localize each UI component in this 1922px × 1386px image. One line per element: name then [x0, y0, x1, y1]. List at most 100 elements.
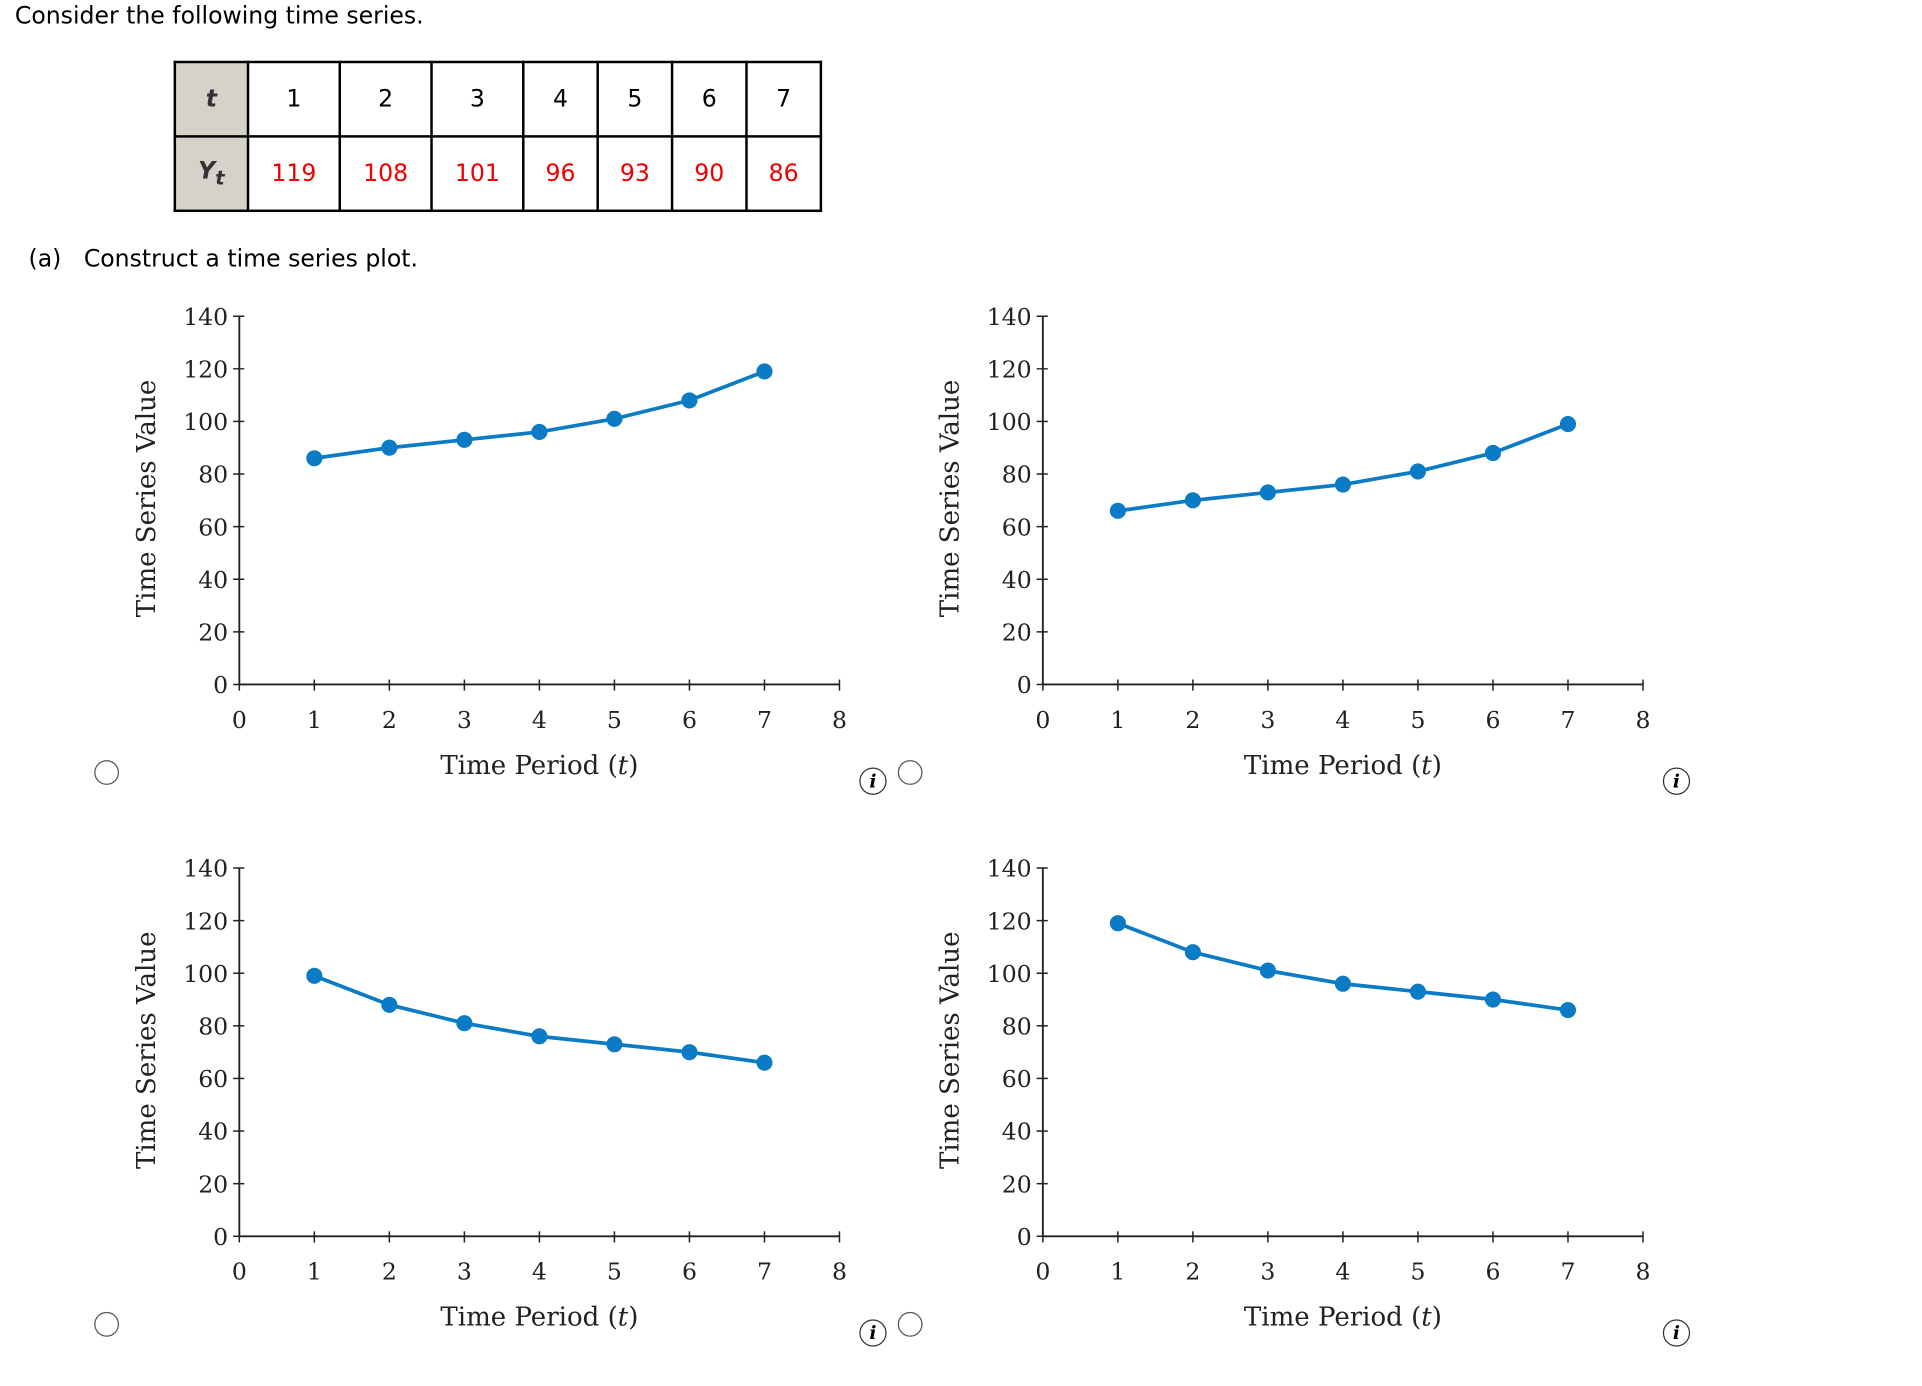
- t-cell: 3: [430, 60, 525, 138]
- x-tick-label: 1: [1110, 706, 1125, 734]
- y-axis-label: Time Series Value: [132, 380, 162, 618]
- y-tick-label: 20: [1002, 1170, 1032, 1198]
- x-tick-label: 0: [232, 706, 247, 734]
- t-cell: 5: [596, 60, 674, 138]
- y-cell: 119: [246, 135, 342, 213]
- x-tick-label: 0: [232, 1258, 247, 1286]
- t-cell: 6: [670, 60, 748, 138]
- x-tick-label: 8: [832, 706, 847, 734]
- x-tick-label: 1: [307, 706, 322, 734]
- y-tick-label: 100: [987, 960, 1032, 988]
- x-tick-label: 2: [1185, 1258, 1200, 1286]
- data-point: [1109, 915, 1126, 932]
- data-point: [1259, 484, 1276, 501]
- answer-radio[interactable]: [897, 1311, 923, 1337]
- info-icon[interactable]: i: [1662, 1319, 1691, 1347]
- data-point: [606, 1036, 623, 1053]
- data-point: [381, 996, 398, 1013]
- y-tick-label: 120: [987, 907, 1032, 935]
- data-point: [756, 1054, 773, 1071]
- part-label: (a): [28, 245, 62, 273]
- data-point: [1409, 463, 1426, 480]
- x-tick-label: 7: [757, 706, 772, 734]
- data-point: [306, 450, 323, 467]
- x-axis-label: Time Period (t): [440, 1303, 638, 1333]
- table-row-y: Yt 119 108 101 96 93 90 86: [173, 135, 823, 213]
- x-tick-label: 6: [1485, 706, 1500, 734]
- data-point: [531, 423, 548, 441]
- data-point: [1484, 444, 1502, 462]
- data-point: [1259, 962, 1276, 979]
- part-text: Construct a time series plot.: [83, 245, 418, 273]
- data-point: [1559, 415, 1577, 433]
- time-series-plot: 0 20 40 60 80 100 120 140 0 1 2 3 4 5 6 7 8 Time Series V…: [132, 855, 847, 1333]
- x-tick-label: 4: [1335, 1258, 1350, 1286]
- header-t: t: [173, 60, 250, 138]
- x-axis-label: Time Period (t): [1244, 1303, 1442, 1333]
- y-tick-label: 100: [183, 408, 228, 436]
- y-tick-label: 60: [198, 513, 228, 541]
- y-tick-label: 0: [1017, 671, 1032, 699]
- x-axis-label-main: Time Period (: [440, 1303, 617, 1333]
- y-tick-label: 20: [1002, 619, 1032, 647]
- x-tick-label: 5: [1410, 706, 1425, 734]
- data-point: [681, 1044, 698, 1061]
- x-tick-label: 8: [1636, 1258, 1651, 1286]
- x-tick-label: 2: [1185, 706, 1200, 734]
- y-cell: 108: [338, 135, 433, 213]
- x-tick-label: 3: [457, 706, 472, 734]
- answer-radio[interactable]: [94, 1311, 120, 1337]
- data-point: [1559, 1001, 1577, 1019]
- x-axis-label-end: ): [628, 751, 638, 781]
- x-axis-label-main: Time Period (: [1244, 751, 1421, 781]
- y-cell: 96: [522, 135, 599, 213]
- x-tick-label: 7: [1560, 706, 1575, 734]
- x-axis-label-end: ): [1432, 751, 1442, 781]
- data-point: [1484, 991, 1502, 1008]
- y-tick-label: 40: [198, 1118, 228, 1146]
- x-tick-label: 5: [607, 706, 622, 734]
- x-tick-label: 4: [1335, 706, 1350, 734]
- y-cell: 86: [745, 135, 823, 213]
- info-icon[interactable]: i: [859, 767, 887, 795]
- x-axis-label: Time Period (t): [440, 751, 638, 781]
- x-axis-label-variable: t: [1421, 1303, 1432, 1333]
- info-icon[interactable]: i: [1662, 767, 1691, 795]
- data-point: [1184, 492, 1201, 509]
- y-tick-label: 60: [1002, 1065, 1032, 1093]
- y-tick-label: 120: [183, 355, 228, 383]
- time-series-plot: 0 20 40 60 80 100 120 140 0 1 2 3 4 5 6 7 8 Time Series V…: [936, 855, 1651, 1333]
- y-axis-label: Time Series Value: [936, 380, 966, 618]
- x-axis-label-variable: t: [618, 751, 629, 781]
- y-tick-label: 80: [1002, 461, 1032, 489]
- info-icon[interactable]: i: [859, 1319, 887, 1347]
- x-tick-label: 1: [1110, 1258, 1125, 1286]
- chart-option-2: 0 20 40 60 80 100 120 140 0 1 2 3 4 5 6 7 8 Time Series V…: [804, 298, 1697, 819]
- y-tick-label: 60: [1002, 513, 1032, 541]
- answer-radio[interactable]: [94, 760, 120, 785]
- answer-radio[interactable]: [897, 760, 923, 785]
- y-tick-label: 0: [213, 1223, 228, 1251]
- y-cell: 101: [430, 135, 525, 213]
- y-tick-label: 120: [987, 355, 1032, 383]
- x-axis-label: Time Period (t): [1244, 751, 1442, 781]
- chart-option-3: 0 20 40 60 80 100 120 140 0 1 2 3 4 5 6 7 8 Time Series V…: [0, 849, 893, 1370]
- x-axis-label-main: Time Period (: [1244, 1303, 1421, 1333]
- y-tick-label: 80: [198, 1013, 228, 1041]
- x-axis-label-variable: t: [618, 1303, 629, 1333]
- y-tick-label: 80: [1002, 1013, 1032, 1041]
- x-axis-label-main: Time Period (: [440, 751, 617, 781]
- data-point: [1334, 975, 1351, 992]
- y-tick-label: 40: [198, 566, 228, 594]
- data-point: [606, 410, 623, 427]
- y-tick-label: 60: [198, 1065, 228, 1093]
- y-cell: 90: [670, 135, 748, 213]
- x-tick-label: 6: [1485, 1258, 1500, 1286]
- time-series-plot: 0 20 40 60 80 100 120 140 0 1 2 3 4 5 6 7 8 Time Series V…: [132, 303, 847, 781]
- time-series-plot: 0 20 40 60 80 100 120 140 0 1 2 3 4 5 6 7 8 Time Series V…: [936, 303, 1651, 781]
- data-point: [1184, 944, 1201, 961]
- data-point: [1334, 476, 1351, 493]
- header-y: Yt: [173, 135, 250, 213]
- data-point: [1109, 502, 1126, 519]
- data-point: [756, 363, 773, 380]
